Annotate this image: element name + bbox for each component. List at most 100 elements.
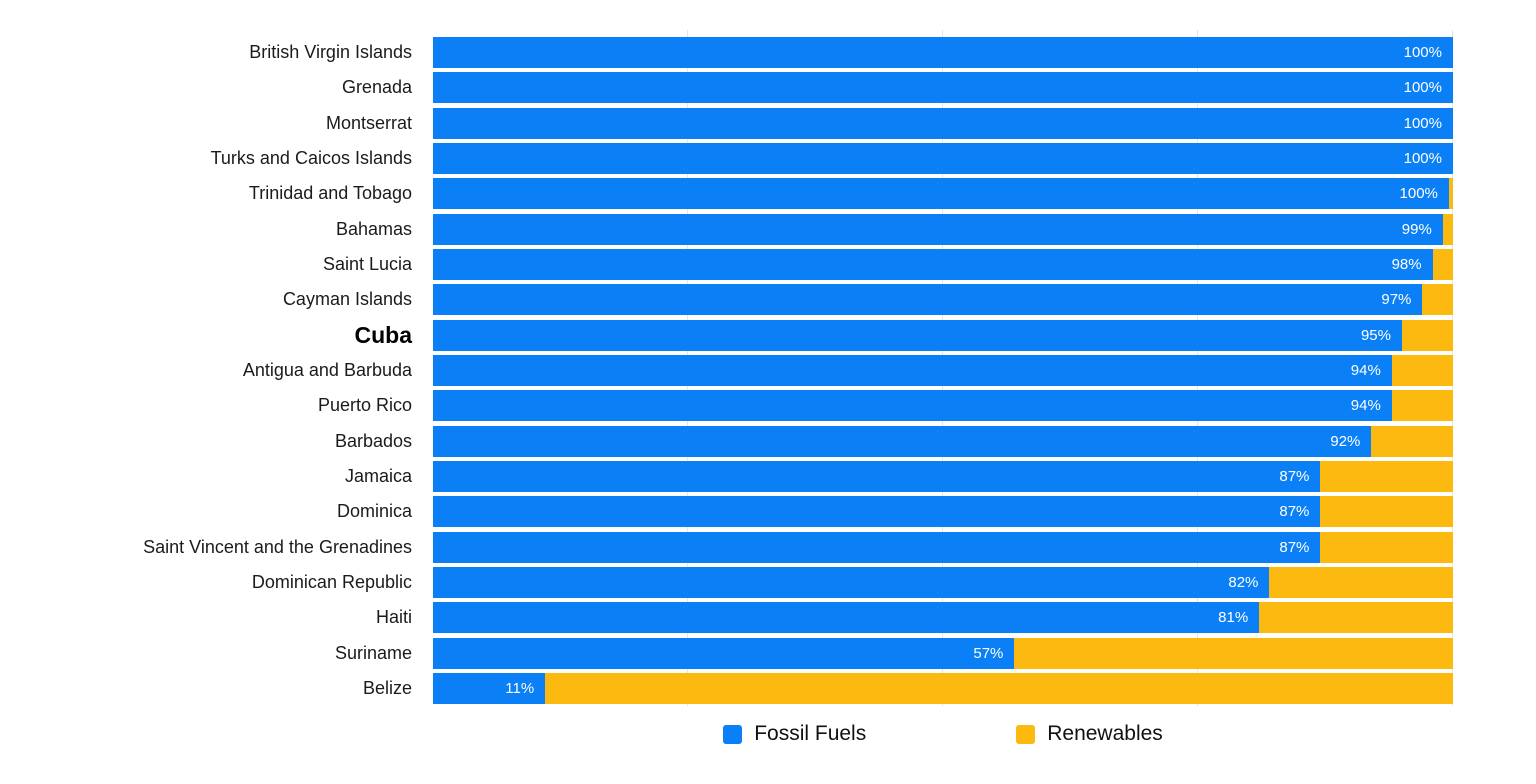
country-label: Antigua and Barbuda	[242, 359, 412, 380]
fossil-bar-segment: 87%	[433, 460, 1321, 492]
bar: 100%	[433, 72, 1453, 104]
fossil-bar-segment: 11%	[433, 672, 546, 704]
bar-value-label: 94%	[1350, 361, 1381, 379]
bar: 81%	[433, 602, 1453, 634]
fossil-bar-segment: 97%	[433, 284, 1423, 316]
fossil-bar-segment: 82%	[433, 566, 1270, 598]
bar: 100%	[433, 107, 1453, 139]
legend-item-renewables: Renewables	[1016, 722, 1163, 746]
renewables-swatch-icon	[1016, 724, 1036, 744]
fossil-bar-segment: 94%	[433, 390, 1392, 422]
renewables-bar-segment	[1320, 532, 1453, 563]
country-label: Puerto Rico	[317, 395, 412, 416]
chart-row: Puerto Rico 94%	[0, 390, 1453, 422]
fossil-bar-segment: 100%	[433, 72, 1453, 104]
bar: 94%	[433, 354, 1453, 386]
fossil-bar-segment: 99%	[433, 213, 1443, 245]
chart-row: Suriname 57%	[0, 637, 1453, 669]
fossil-bar-segment: 94%	[433, 354, 1392, 386]
bar-value-label: 82%	[1228, 573, 1259, 591]
bar: 99%	[433, 213, 1453, 245]
chart-row: Grenada 100%	[0, 72, 1453, 104]
country-label: British Virgin Islands	[249, 42, 412, 62]
chart-row: Saint Vincent and the Grenadines 87%	[0, 531, 1453, 563]
country-label: Trinidad and Tobago	[248, 183, 412, 204]
country-label: Dominica	[336, 501, 412, 522]
fossil-bar-segment: 100%	[433, 107, 1453, 139]
bar: 100%	[433, 142, 1453, 174]
chart-row: Haiti 81%	[0, 602, 1453, 634]
legend: Fossil Fuels Renewables	[433, 716, 1453, 752]
country-label: Turks and Caicos Islands	[210, 147, 412, 168]
bar-value-label: 98%	[1391, 255, 1422, 273]
bar: 87%	[433, 531, 1453, 563]
bar: 95%	[433, 319, 1453, 351]
bar: 100%	[433, 37, 1453, 68]
chart-row: Dominica 87%	[0, 496, 1453, 528]
legend-item-fossil-fuels: Fossil Fuels	[723, 722, 866, 746]
bar-value-label: 11%	[505, 679, 535, 697]
chart-row: Barbados 92%	[0, 425, 1453, 457]
country-label: Montserrat	[325, 112, 412, 133]
renewables-bar-segment	[1371, 426, 1453, 457]
fossil-bar-segment: 100%	[433, 178, 1449, 210]
bar: 100%	[433, 178, 1453, 210]
legend-label-renewables: Renewables	[1047, 722, 1163, 745]
renewables-bar-segment	[1433, 249, 1453, 280]
chart-row: Antigua and Barbuda 94%	[0, 354, 1453, 386]
fossil-bar-segment: 95%	[433, 319, 1402, 351]
bar-value-label: 100%	[1403, 44, 1442, 61]
chart-row: Dominican Republic 82%	[0, 566, 1453, 598]
country-label: Suriname	[334, 642, 412, 663]
bar: 98%	[433, 248, 1453, 280]
country-label: Belize	[362, 677, 412, 698]
renewables-bar-segment	[1269, 567, 1453, 598]
bar-value-label: 99%	[1401, 220, 1432, 238]
renewables-bar-segment	[1392, 390, 1453, 421]
bar-value-label: 100%	[1403, 114, 1442, 132]
bar-value-label: 100%	[1403, 149, 1442, 167]
chart-row: Montserrat 100%	[0, 107, 1453, 139]
bar: 94%	[433, 390, 1453, 422]
chart-row: Jamaica 87%	[0, 460, 1453, 492]
chart-rows: British Virgin Islands 100% Grenada 100%…	[0, 37, 1453, 704]
chart-row: Turks and Caicos Islands 100%	[0, 142, 1453, 174]
bar-value-label: 100%	[1399, 185, 1438, 203]
renewables-bar-segment	[1449, 178, 1453, 209]
bar-value-label: 97%	[1381, 291, 1412, 309]
renewables-bar-segment	[1402, 320, 1453, 351]
chart-row: Trinidad and Tobago 100%	[0, 178, 1453, 210]
fossil-bar-segment: 87%	[433, 496, 1321, 528]
chart-row: Cuba 95%	[0, 319, 1453, 351]
fossil-bar-segment: 92%	[433, 425, 1372, 457]
bar-value-label: 57%	[973, 644, 1004, 662]
country-label: Grenada	[341, 77, 412, 98]
chart-row: Belize 11%	[0, 672, 1453, 704]
country-label: Dominican Republic	[251, 571, 412, 592]
bar: 82%	[433, 566, 1453, 598]
renewables-bar-segment	[1320, 496, 1453, 527]
chart-row: Bahamas 99%	[0, 213, 1453, 245]
renewables-bar-segment	[1320, 461, 1453, 492]
bar-value-label: 95%	[1360, 326, 1391, 344]
renewables-bar-segment	[1392, 355, 1453, 386]
bar-value-label: 100%	[1403, 79, 1442, 97]
country-label: Saint Lucia	[322, 253, 412, 274]
legend-label-fossil-fuels: Fossil Fuels	[754, 722, 867, 745]
fossil-bar-segment: 57%	[433, 637, 1015, 669]
country-label: Barbados	[334, 430, 412, 451]
bar: 97%	[433, 284, 1453, 316]
fossil-bar-segment: 100%	[433, 142, 1453, 174]
fossil-bar-segment: 98%	[433, 248, 1433, 280]
renewables-bar-segment	[545, 673, 1453, 704]
bar-value-label: 87%	[1279, 503, 1310, 521]
bar: 87%	[433, 496, 1453, 528]
country-label: Cayman Islands	[282, 289, 412, 310]
country-label: Jamaica	[344, 465, 412, 486]
bar: 57%	[433, 637, 1453, 669]
bar-value-label: 92%	[1330, 432, 1361, 450]
fossil-bar-segment: 81%	[433, 602, 1260, 634]
country-label: Haiti	[375, 607, 412, 628]
bar-value-label: 87%	[1279, 538, 1310, 556]
fossil-bar-segment: 100%	[433, 37, 1453, 68]
